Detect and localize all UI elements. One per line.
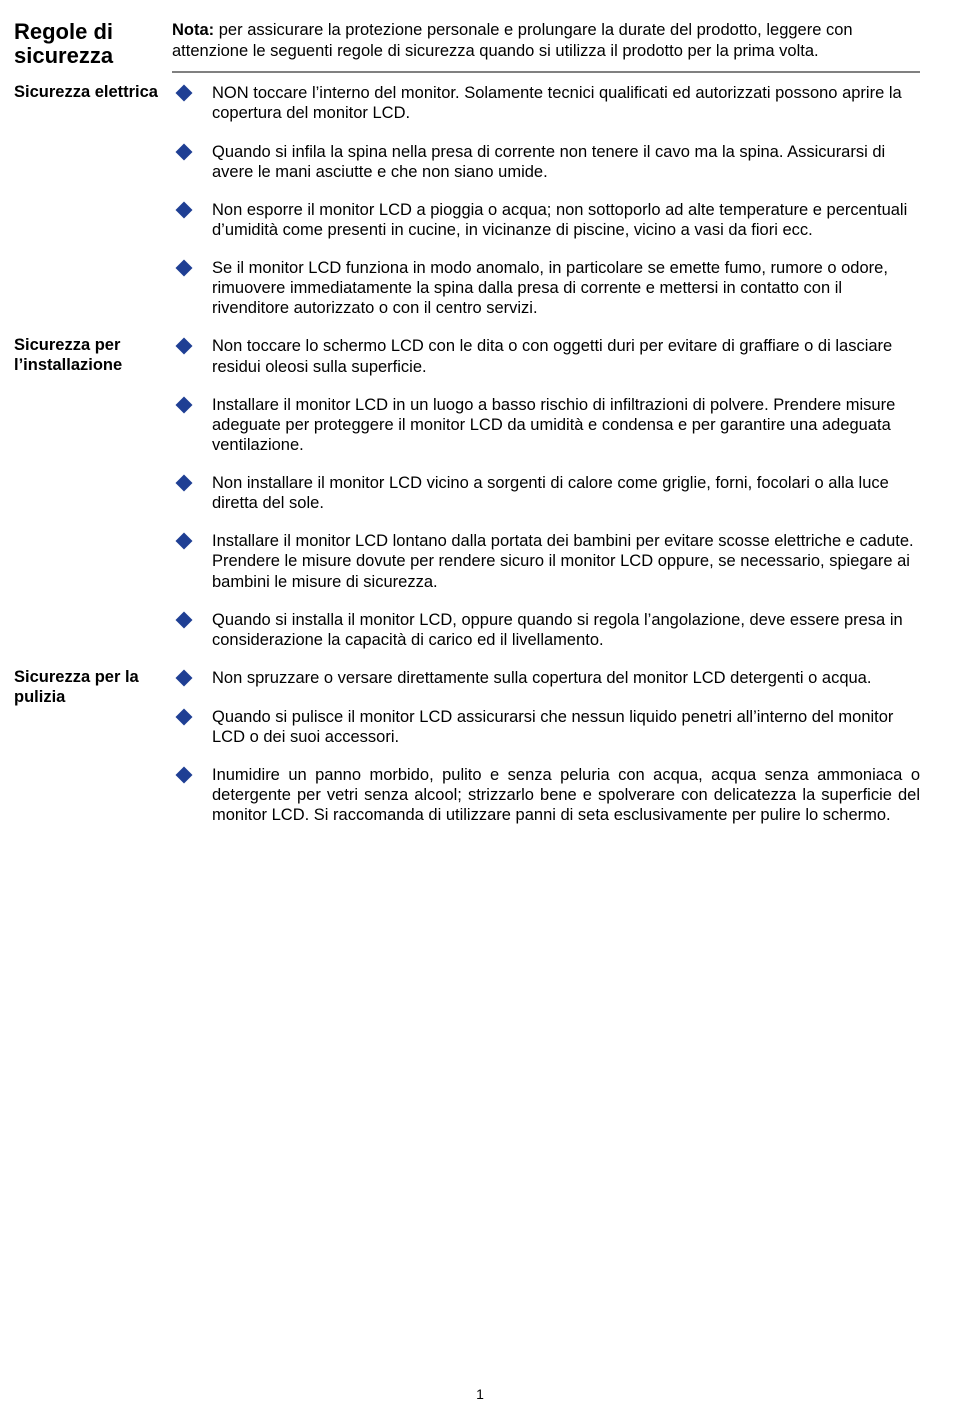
bullet-icon-wrap (172, 531, 212, 552)
note-cell: Nota: per assicurare la protezione perso… (172, 20, 920, 83)
section-content: NON toccare l’interno del monitor. Solam… (172, 83, 920, 336)
section-label-cell: Sicurezza elettrica (14, 83, 172, 103)
bullet-icon-wrap (172, 336, 212, 357)
bullet-list: NON toccare l’interno del monitor. Solam… (172, 83, 920, 318)
diamond-icon (176, 143, 193, 160)
diamond-icon (176, 396, 193, 413)
section-label-cell: Sicurezza per l’installazione (14, 336, 172, 376)
bullet-icon-wrap (172, 83, 212, 104)
page-number: 1 (0, 1386, 960, 1402)
title-cell: Regole di sicurezza (14, 20, 172, 68)
bullet-item: Installare il monitor LCD lontano dalla … (172, 531, 920, 591)
section-label: Sicurezza per l’installazione (14, 336, 164, 376)
section-row: Sicurezza per l’installazione Non toccare… (14, 336, 920, 668)
bullet-item: Non esporre il monitor LCD a pioggia o a… (172, 200, 920, 240)
bullet-icon-wrap (172, 707, 212, 728)
diamond-icon (176, 767, 193, 784)
bullet-text: Se il monitor LCD funziona in modo anoma… (212, 258, 920, 318)
section-row: Sicurezza per la pulizia Non spruzzare o … (14, 668, 920, 844)
bullet-icon-wrap (172, 395, 212, 416)
bullet-icon-wrap (172, 765, 212, 786)
section-label-cell: Sicurezza per la pulizia (14, 668, 172, 708)
bullet-icon-wrap (172, 473, 212, 494)
section-label: Sicurezza elettrica (14, 83, 164, 103)
bullet-text: Installare il monitor LCD lontano dalla … (212, 531, 920, 591)
bullet-text: Inumidire un panno morbido, pulito e sen… (212, 765, 920, 825)
diamond-icon (176, 475, 193, 492)
bullet-text: Quando si installa il monitor LCD, oppur… (212, 610, 920, 650)
bullet-item: Se il monitor LCD funziona in modo anoma… (172, 258, 920, 318)
section-content: Non toccare lo schermo LCD con le dita o… (172, 336, 920, 668)
bullet-item: Non installare il monitor LCD vicino a s… (172, 473, 920, 513)
bullet-text: Non spruzzare o versare direttamente sul… (212, 668, 920, 688)
bullet-icon-wrap (172, 258, 212, 279)
bullet-icon-wrap (172, 610, 212, 631)
bullet-text: Quando si pulisce il monitor LCD assicur… (212, 707, 920, 747)
bullet-item: Inumidire un panno morbido, pulito e sen… (172, 765, 920, 825)
diamond-icon (176, 611, 193, 628)
note-label: Nota: (172, 21, 214, 39)
diamond-icon (176, 85, 193, 102)
section-content: Non spruzzare o versare direttamente sul… (172, 668, 920, 844)
page-title: Regole di sicurezza (14, 20, 164, 68)
section-label: Sicurezza per la pulizia (14, 668, 164, 708)
document-page: Regole di sicurezza Nota: per assicurare… (0, 0, 960, 1408)
bullet-item: Quando si infila la spina nella presa di… (172, 142, 920, 182)
bullet-list: Non toccare lo schermo LCD con le dita o… (172, 336, 920, 650)
note-body: per assicurare la protezione personale e… (172, 21, 853, 60)
section-row: Sicurezza elettrica NON toccare l’interno… (14, 83, 920, 336)
diamond-icon (176, 708, 193, 725)
bullet-text: Non esporre il monitor LCD a pioggia o a… (212, 200, 920, 240)
bullet-item: Non spruzzare o versare direttamente sul… (172, 668, 920, 689)
bullet-item: Non toccare lo schermo LCD con le dita o… (172, 336, 920, 376)
bullet-icon-wrap (172, 200, 212, 221)
bullet-icon-wrap (172, 668, 212, 689)
sections-container: Sicurezza elettrica NON toccare l’interno… (14, 83, 920, 843)
bullet-text: Quando si infila la spina nella presa di… (212, 142, 920, 182)
note-text: Nota: per assicurare la protezione perso… (172, 20, 920, 67)
bullet-icon-wrap (172, 142, 212, 163)
diamond-icon (176, 201, 193, 218)
bullet-list: Non spruzzare o versare direttamente sul… (172, 668, 920, 826)
bullet-item: NON toccare l’interno del monitor. Solam… (172, 83, 920, 123)
bullet-item: Quando si installa il monitor LCD, oppur… (172, 610, 920, 650)
bullet-text: NON toccare l’interno del monitor. Solam… (212, 83, 920, 123)
header-row: Regole di sicurezza Nota: per assicurare… (14, 20, 920, 83)
diamond-icon (176, 338, 193, 355)
diamond-icon (176, 260, 193, 277)
bullet-text: Installare il monitor LCD in un luogo a … (212, 395, 920, 455)
bullet-item: Quando si pulisce il monitor LCD assicur… (172, 707, 920, 747)
diamond-icon (176, 533, 193, 550)
bullet-text: Non toccare lo schermo LCD con le dita o… (212, 336, 920, 376)
bullet-text: Non installare il monitor LCD vicino a s… (212, 473, 920, 513)
diamond-icon (176, 669, 193, 686)
bullet-item: Installare il monitor LCD in un luogo a … (172, 395, 920, 455)
divider (172, 71, 920, 73)
